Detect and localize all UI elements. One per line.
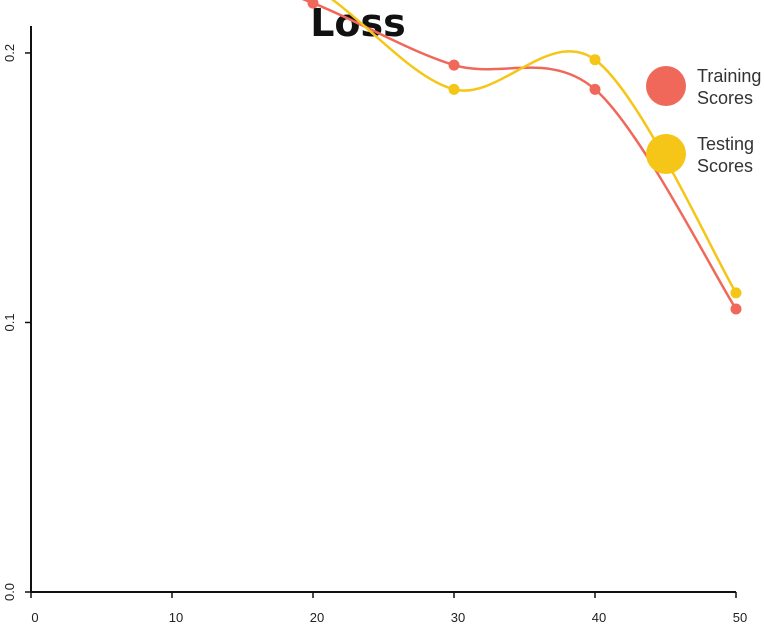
y-tick-label: 0.0 — [2, 583, 17, 601]
legend: Training Scores Testing Scores — [646, 66, 761, 176]
data-point-training — [307, 0, 319, 9]
y-tick-label: 0.1 — [2, 313, 17, 331]
x-tick-label: 30 — [451, 610, 465, 625]
series-line-testing — [330, 0, 738, 294]
data-point-training — [589, 83, 601, 95]
legend-label-testing: Testing Scores — [697, 134, 754, 176]
x-tick-label: 20 — [310, 610, 324, 625]
y-ticks: 0.0 0.1 0.2 — [2, 44, 31, 601]
legend-label-training: Training Scores — [697, 66, 761, 108]
x-tick-label: 50 — [733, 610, 747, 625]
x-ticks: 0 10 20 30 40 50 — [30, 592, 747, 625]
data-point-training — [730, 303, 742, 315]
y-tick-label: 0.2 — [2, 44, 17, 62]
series-group — [301, 0, 742, 315]
data-point-testing — [589, 54, 601, 66]
data-point-testing — [730, 287, 742, 299]
data-point-training — [448, 59, 460, 71]
data-point-testing — [448, 83, 460, 95]
x-tick-label: 10 — [169, 610, 183, 625]
series-line-training — [301, 0, 738, 310]
legend-marker-testing — [646, 134, 686, 174]
x-tick-label: 0 — [31, 610, 38, 625]
legend-marker-training — [646, 66, 686, 106]
x-tick-label: 40 — [592, 610, 606, 625]
